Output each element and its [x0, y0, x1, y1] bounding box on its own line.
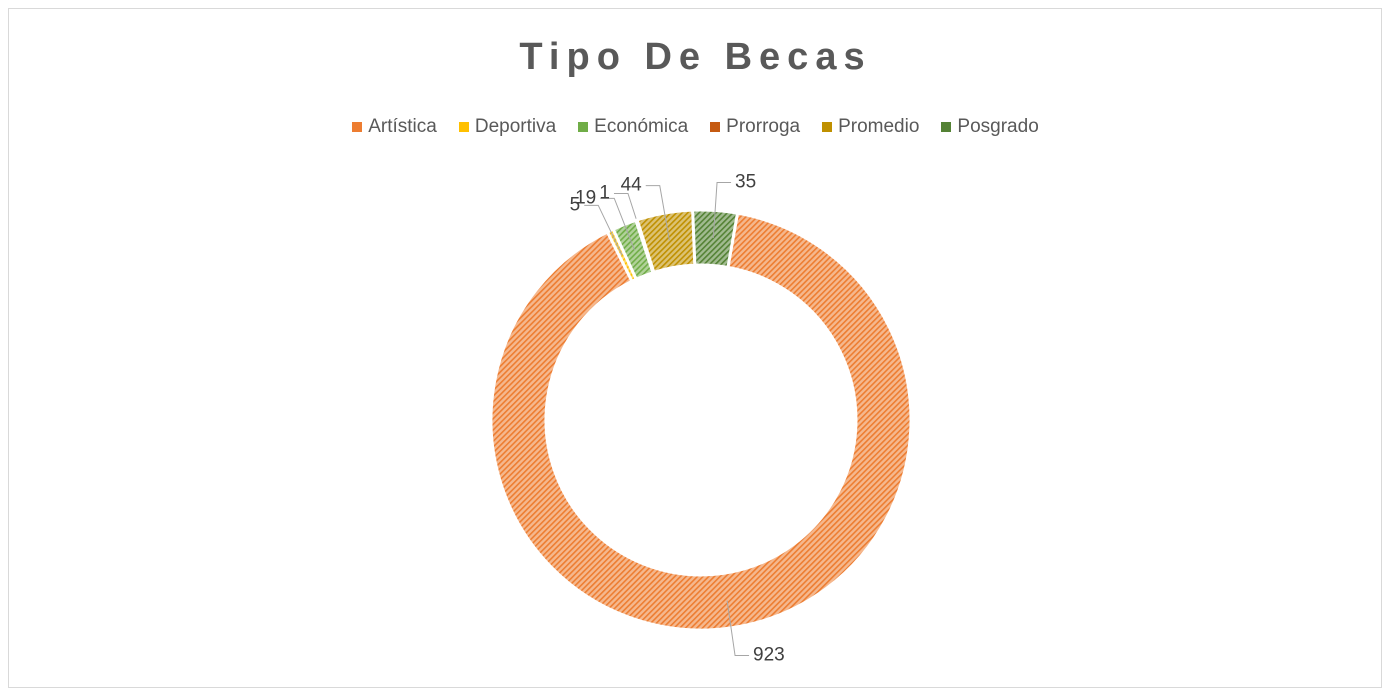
legend-swatch	[352, 122, 363, 132]
data-label: 1	[599, 182, 610, 203]
data-label: 5	[570, 194, 581, 215]
donut-slice	[489, 211, 913, 632]
legend-swatch	[822, 122, 833, 132]
data-label: 35	[735, 172, 756, 193]
legend-swatch	[941, 122, 952, 132]
legend-item: Promedio	[822, 116, 919, 138]
legend-label: Económica	[594, 116, 689, 137]
chart-frame	[8, 8, 1382, 688]
donut-slice	[691, 208, 740, 270]
leader-line	[600, 197, 635, 251]
legend-swatch	[458, 122, 469, 132]
data-label: 19	[575, 187, 596, 208]
chart-title: Tipo De Becas	[519, 36, 872, 78]
legend-item: Prorroga	[710, 116, 800, 138]
leader-line	[712, 182, 732, 238]
legend-item: Económica	[578, 116, 688, 138]
data-label: 923	[753, 645, 785, 666]
leader-line	[726, 600, 750, 657]
legend-swatch	[710, 122, 721, 132]
legend-item: Posgrado	[941, 116, 1039, 138]
legend-label: Posgrado	[957, 116, 1039, 137]
leader-line	[645, 185, 670, 241]
legend-swatch	[578, 122, 589, 132]
leader-line	[584, 204, 623, 256]
legend: Artística Deportiva Económica Prorroga Prome…	[0, 116, 1391, 138]
legend-label: Artística	[368, 116, 437, 137]
legend-label: Prorroga	[726, 116, 801, 137]
legend-item: Artística	[352, 116, 437, 138]
data-label: 44	[621, 175, 643, 196]
legend-label: Promedio	[838, 116, 920, 137]
legend-label: Deportiva	[474, 116, 557, 137]
legend-item: Deportiva	[458, 116, 557, 138]
